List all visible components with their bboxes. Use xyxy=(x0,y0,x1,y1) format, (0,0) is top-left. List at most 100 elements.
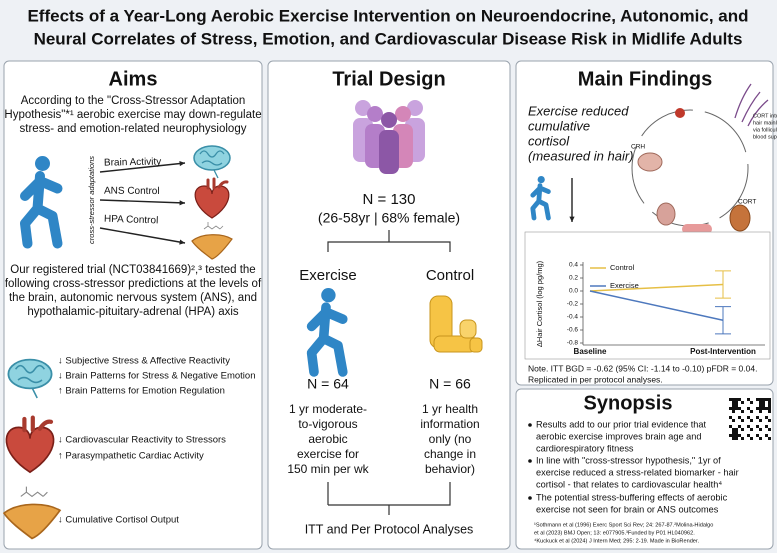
qr-cell xyxy=(732,434,735,437)
outcome-text: ↓ Brain Patterns for Stress & Negative E… xyxy=(58,371,255,382)
target-label: Brain Activity xyxy=(104,157,161,169)
exercise-figure xyxy=(306,288,348,377)
qr-cell xyxy=(732,419,735,422)
y-tick-label: 0.2 xyxy=(569,275,578,282)
bullet-text: exercise reduced a stress-related biomar… xyxy=(536,467,739,477)
qr-cell xyxy=(750,428,753,431)
brain-icon xyxy=(7,358,53,399)
qr-cell xyxy=(768,401,771,404)
chair-icon xyxy=(429,295,483,353)
head xyxy=(537,176,545,184)
head xyxy=(395,106,411,122)
reference-text: ¹Sothmann et al (1996) Exerc Sport Sci R… xyxy=(534,522,713,528)
qr-cell xyxy=(747,407,750,410)
qr-cell xyxy=(738,425,741,428)
outcome-text: ↓ Subjective Stress & Affective Reactivi… xyxy=(58,356,230,367)
head xyxy=(381,112,397,128)
qr-cell xyxy=(738,416,741,419)
heart-shape xyxy=(194,185,230,219)
qr-cell xyxy=(768,407,771,410)
qr-cell xyxy=(759,404,762,407)
aims-panel xyxy=(3,60,263,550)
blood-vessel xyxy=(682,224,712,234)
body xyxy=(530,183,551,221)
adrenal-shape xyxy=(2,503,62,540)
qr-cell xyxy=(768,404,771,407)
page-title: Effects of a Year-Long Aerobic Exercise … xyxy=(27,6,748,25)
page-title: Neural Correlates of Stress, Emotion, an… xyxy=(34,29,743,48)
qr-cell xyxy=(768,410,771,413)
bullet-dot xyxy=(528,496,532,500)
qr-cell xyxy=(759,398,762,401)
qr-cell xyxy=(732,410,735,413)
adrenal-shape xyxy=(191,234,233,260)
arrow-head xyxy=(179,239,185,245)
arrow-head xyxy=(179,160,185,167)
brain-shape xyxy=(193,145,231,171)
pituitary xyxy=(656,202,676,226)
qr-cell xyxy=(732,407,735,410)
qr-cell xyxy=(729,434,732,437)
heart-vessels xyxy=(206,177,229,190)
panel-heading: Synopsis xyxy=(584,392,673,414)
arm-description: 1 yr health xyxy=(422,402,478,416)
body xyxy=(379,130,399,174)
arm-description: to-vigorous xyxy=(298,417,357,431)
qr-cell xyxy=(732,431,735,434)
y-tick-label: -0.6 xyxy=(567,327,579,334)
analysis-label: ITT and Per Protocol Analyses xyxy=(305,522,474,536)
qr-cell xyxy=(762,404,765,407)
diagram-label: blood supply xyxy=(753,134,777,140)
cortisol-molecule xyxy=(203,222,224,230)
qr-cell xyxy=(747,434,750,437)
qr-cell xyxy=(756,425,759,428)
qr-cell xyxy=(762,407,765,410)
cortisol-molecule xyxy=(20,486,48,498)
x-tick-label: Baseline xyxy=(574,347,607,356)
chair-arm xyxy=(459,319,477,339)
head xyxy=(355,100,371,116)
qr-cell xyxy=(729,425,732,428)
heart-vessels xyxy=(22,415,54,433)
chart-frame xyxy=(524,231,771,360)
head xyxy=(367,106,383,122)
qr-cell xyxy=(735,404,738,407)
diagram-label: via follicular xyxy=(753,127,777,133)
target-arrow xyxy=(99,199,186,204)
arm-size: N = 64 xyxy=(307,376,349,392)
brain-icon xyxy=(193,145,231,179)
arm-description: aerobic xyxy=(308,432,347,446)
intro-text: According to the "Cross-Stressor Adaptat… xyxy=(21,95,246,107)
finding-claim: (measured in hair) xyxy=(528,148,634,163)
bullet-text: cortisol - that relates to cardiovascula… xyxy=(536,479,722,489)
qr-cell xyxy=(729,407,732,410)
qr-cell xyxy=(729,416,732,419)
synopsis-panel xyxy=(515,388,774,550)
exercise-figure xyxy=(530,176,551,221)
finding-claim: Exercise reduced xyxy=(528,103,629,118)
qr-cell xyxy=(732,437,735,440)
qr-cell xyxy=(732,428,735,431)
heart-icon xyxy=(194,177,230,219)
body xyxy=(306,302,348,377)
target-arrow xyxy=(99,227,186,244)
arm-description: 150 min per wk xyxy=(287,462,369,476)
panel-heading: Main Findings xyxy=(578,68,712,90)
finding-claim: cortisol xyxy=(528,133,570,148)
qr-cell xyxy=(750,437,753,440)
bullet-dot xyxy=(528,423,532,427)
arrow-head xyxy=(569,216,575,222)
qr-cell xyxy=(735,428,738,431)
qr-cell xyxy=(750,410,753,413)
design-panel xyxy=(267,60,511,550)
arm-description: 1 yr moderate- xyxy=(289,402,367,416)
x-tick-label: Post-Intervention xyxy=(690,347,756,356)
intro-text: stress- and emotion-related neurophysiol… xyxy=(20,123,247,135)
qr-cell xyxy=(738,434,741,437)
qr-cell xyxy=(732,401,735,404)
split-bracket xyxy=(327,230,451,252)
bullet-text: aerobic exercise improves brain age and xyxy=(536,431,701,441)
sample-size: N = 130 xyxy=(363,191,416,208)
qr-cell xyxy=(759,428,762,431)
finding-note: Replicated in per protocol analyses. xyxy=(528,374,663,384)
